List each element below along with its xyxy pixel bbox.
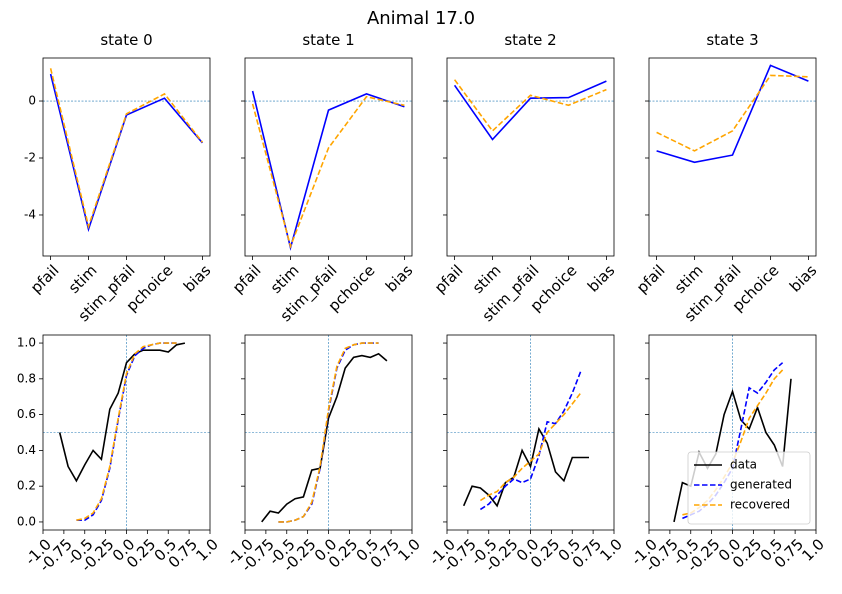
axes-frame (648, 334, 817, 531)
legend: data generated recovered (687, 451, 811, 525)
y-tick-label: 0.2 (17, 479, 36, 493)
axes-frame (244, 334, 413, 531)
series-line (278, 342, 379, 523)
x-tick-label: bias (584, 261, 619, 296)
axes-frame (244, 57, 413, 257)
subplot: -1.0-0.75-0.5-0.250.00.250.50.751.0 (224, 334, 424, 575)
figure-title: Animal 17.0 (367, 8, 475, 29)
series-line (479, 371, 582, 511)
x-tick-label: 1.0 (798, 535, 828, 565)
subplot-title: state 1 (302, 31, 354, 49)
y-tick-label: 0 (28, 94, 36, 108)
x-tick-label: pfail (431, 261, 467, 297)
subplot: -1.0-0.75-0.5-0.250.00.250.50.751.0datag… (628, 334, 828, 575)
subplot-title: state 0 (100, 31, 152, 49)
y-tick-label: -4 (24, 207, 36, 221)
y-tick-label: 0.8 (17, 371, 36, 385)
y-tick-label: 0.0 (17, 514, 36, 528)
subplot: -1.0-0.75-0.5-0.250.00.250.50.751.0 (426, 334, 626, 575)
series-line (251, 90, 405, 251)
series-line (479, 392, 582, 502)
x-tick-label: bias (786, 261, 821, 296)
series-line (76, 342, 177, 521)
series-line (261, 352, 388, 523)
x-tick-label: 1.0 (394, 535, 424, 565)
x-tick-label: pfail (27, 261, 63, 297)
series-line (453, 79, 607, 133)
legend-label: generated (730, 478, 792, 492)
subplot: 0.00.20.40.60.81.0-1.0-0.75-0.5-0.250.00… (17, 334, 222, 575)
x-tick-label: pfail (633, 261, 669, 297)
subplot-title: state 3 (706, 31, 758, 49)
series-line (453, 80, 607, 141)
y-tick-label: 1.0 (17, 336, 36, 350)
series-line (49, 68, 204, 230)
series-line (656, 74, 809, 152)
axes-frame (446, 334, 615, 531)
series-line (462, 426, 589, 508)
x-tick-label: pfail (229, 261, 265, 297)
y-tick-label: 0.4 (17, 443, 36, 457)
series-line (278, 342, 379, 523)
legend-label: data (730, 458, 757, 472)
x-tick-label: bias (382, 261, 417, 296)
x-tick-label: 1.0 (596, 535, 626, 565)
series-line (251, 95, 405, 249)
y-tick-label: 0.6 (17, 407, 36, 421)
legend-label: recovered (730, 498, 790, 512)
x-tick-label: 1.0 (192, 535, 222, 565)
series-line (58, 342, 186, 483)
axes-frame (446, 57, 615, 257)
legend-box (687, 451, 811, 525)
y-tick-label: -2 (24, 150, 36, 164)
series-line (656, 64, 809, 164)
x-tick-label: bias (180, 261, 215, 296)
axes-frame (42, 334, 211, 531)
axes-frame (648, 57, 817, 257)
series-line (49, 73, 204, 233)
subplot-title: state 2 (504, 31, 556, 49)
axes-frame (42, 57, 211, 257)
